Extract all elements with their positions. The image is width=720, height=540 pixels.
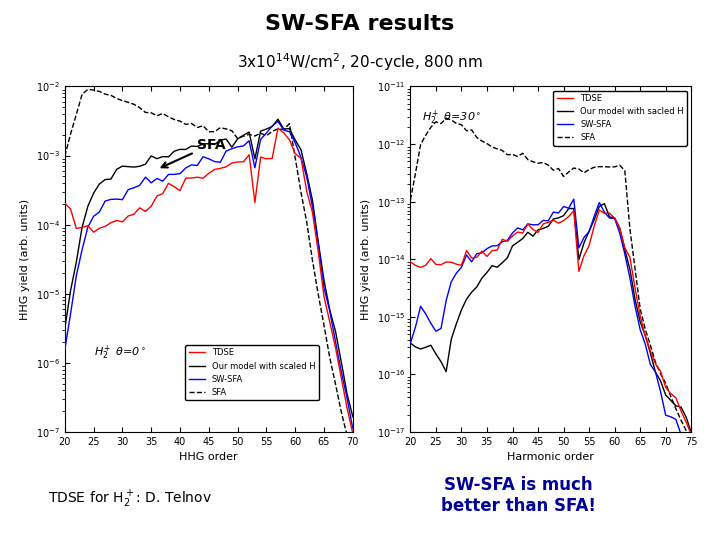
Text: SFA: SFA — [161, 138, 226, 167]
Text: H$_2^+$ $\theta$=30$^\circ$: H$_2^+$ $\theta$=30$^\circ$ — [422, 109, 481, 127]
Text: H$_2^+$ $\theta$=0$^\circ$: H$_2^+$ $\theta$=0$^\circ$ — [94, 344, 146, 362]
Legend: TDSE, Our model with scaled H, SW-SFA, SFA: TDSE, Our model with scaled H, SW-SFA, S… — [185, 345, 319, 400]
X-axis label: HHG order: HHG order — [179, 453, 238, 462]
Text: TDSE for H$_2^+$: D. Telnov: TDSE for H$_2^+$: D. Telnov — [48, 489, 212, 510]
Text: SW-SFA is much
better than SFA!: SW-SFA is much better than SFA! — [441, 476, 596, 515]
Y-axis label: HHG yield (arb. units): HHG yield (arb. units) — [20, 199, 30, 320]
Text: SW-SFA results: SW-SFA results — [266, 14, 454, 33]
X-axis label: Harmonic order: Harmonic order — [508, 453, 594, 462]
Legend: TDSE, Our model with sacled H, SW-SFA, SFA: TDSE, Our model with sacled H, SW-SFA, S… — [554, 91, 687, 146]
Text: 3x10$^{14}$W/cm$^2$, 20-cycle, 800 nm: 3x10$^{14}$W/cm$^2$, 20-cycle, 800 nm — [237, 51, 483, 73]
Y-axis label: HHG yield (arb. units): HHG yield (arb. units) — [361, 199, 372, 320]
